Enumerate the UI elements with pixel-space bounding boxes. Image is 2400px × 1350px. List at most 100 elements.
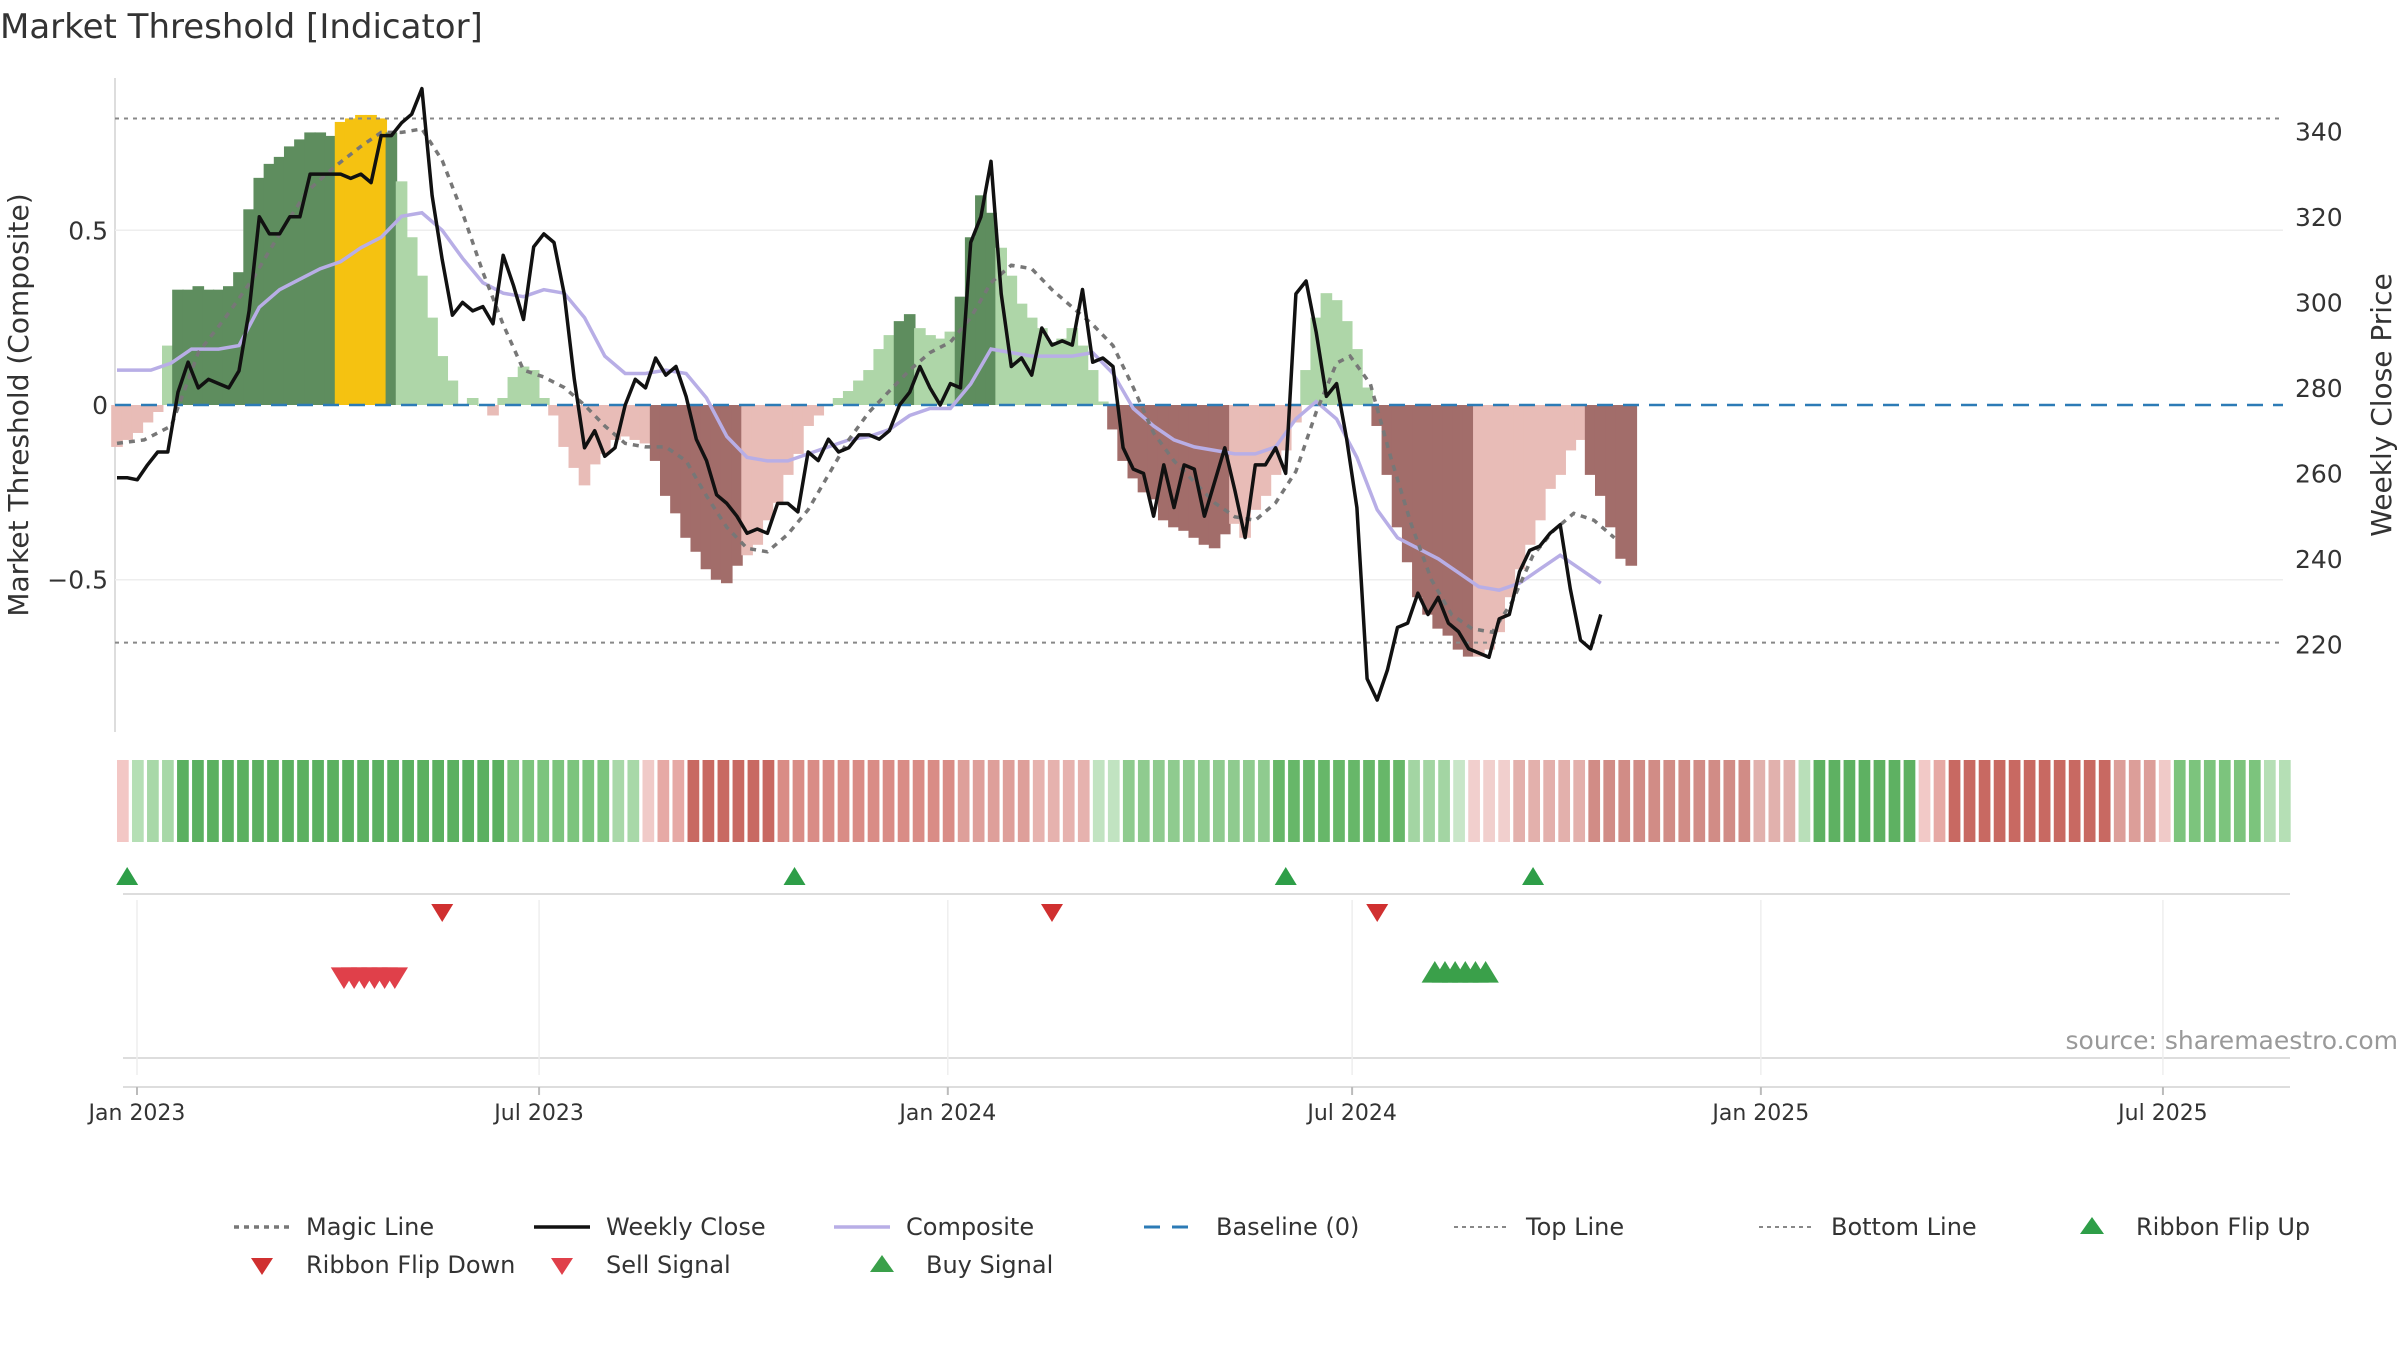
ribbon-segment-91 — [1483, 760, 1495, 842]
left-tick-label-2: −0.5 — [47, 566, 108, 595]
ribbon-segment-10 — [267, 760, 279, 842]
composite-bar-60 — [720, 405, 733, 584]
ribbon-segment-130 — [2068, 760, 2081, 842]
legend-label: Top Line — [1526, 1213, 1625, 1241]
composite-bar-2 — [131, 405, 144, 433]
ribbon-segment-98 — [1588, 760, 1601, 842]
ribbon-segment-144 — [2278, 760, 2291, 842]
composite-bar-24 — [355, 114, 367, 406]
composite-bar-51 — [629, 405, 642, 440]
ribbon-segment-100 — [1618, 760, 1631, 842]
composite-bar-116 — [1290, 405, 1302, 423]
ribbon-segment-112 — [1798, 760, 1811, 842]
ribbon-segment-41 — [732, 760, 745, 842]
ribbon-segment-90 — [1468, 760, 1480, 842]
ribbon-segment-83 — [1363, 760, 1375, 842]
x-tick-label-2: Jan 2024 — [897, 1101, 996, 1126]
ribbon-flip-down-marker-2 — [1366, 904, 1389, 922]
ribbon-segment-27 — [522, 760, 535, 842]
composite-bar-95 — [1076, 345, 1089, 405]
ribbon-segment-116 — [1858, 760, 1871, 842]
composite-bar-138 — [1513, 405, 1526, 570]
composite-bar-119 — [1320, 293, 1333, 405]
ribbon-segment-75 — [1243, 760, 1255, 842]
ribbon-segment-122 — [1948, 760, 1961, 842]
composite-bar-80 — [924, 335, 936, 405]
ribbon-segment-119 — [1903, 760, 1916, 842]
composite-bar-1 — [121, 405, 133, 440]
composite-bar-84 — [964, 237, 977, 405]
legend-item-baseline-0: Baseline (0) — [1140, 1208, 1359, 1246]
composite-bar-50 — [619, 405, 631, 437]
composite-bar-3 — [141, 405, 154, 423]
ribbon-segment-12 — [297, 760, 309, 842]
ribbon-segment-60 — [1017, 760, 1030, 842]
ribbon-segment-127 — [2023, 760, 2036, 842]
composite-bar-93 — [1056, 338, 1068, 405]
composite-bar-91 — [1036, 328, 1048, 405]
composite-bar-104 — [1168, 405, 1180, 528]
ribbon-segment-107 — [1723, 760, 1736, 842]
composite-bar-41 — [527, 370, 540, 405]
composite-bar-100 — [1127, 405, 1140, 479]
composite-bar-26 — [375, 118, 388, 405]
legend-item-buy-signal: Buy Signal — [850, 1246, 1053, 1284]
left-tick-label-0: 0.5 — [68, 216, 108, 245]
composite-bar-29 — [405, 237, 418, 405]
composite-bar-23 — [344, 118, 357, 405]
composite-bar-82 — [944, 331, 957, 405]
composite-bar-121 — [1340, 321, 1353, 405]
ribbon-segment-73 — [1213, 760, 1225, 842]
ribbon-segment-11 — [282, 760, 294, 842]
ribbon-segment-133 — [2113, 760, 2126, 842]
ribbon-segment-102 — [1648, 760, 1661, 842]
ribbon-segment-22 — [447, 760, 460, 842]
composite-bar-97 — [1097, 401, 1109, 405]
ribbon-segment-32 — [597, 760, 610, 842]
buy-signal-marker-5 — [1472, 961, 1499, 983]
ribbon-segment-14 — [327, 760, 339, 842]
composite-bar-135 — [1483, 405, 1495, 650]
composite-bar-12 — [233, 272, 245, 405]
composite-bar-53 — [649, 405, 662, 461]
composite-bar-67 — [792, 405, 804, 454]
ribbon-segment-142 — [2248, 760, 2261, 842]
composite-bar-32 — [436, 356, 449, 405]
ribbon-segment-56 — [957, 760, 970, 842]
ribbon-segment-139 — [2203, 760, 2216, 842]
legend-label: Buy Signal — [926, 1251, 1054, 1279]
composite-bar-99 — [1117, 405, 1129, 461]
composite-bar-71 — [832, 398, 845, 405]
x-tick-label-4: Jan 2025 — [1710, 1101, 1809, 1126]
ribbon-segment-47 — [822, 760, 835, 842]
x-tick-label-1: Jul 2023 — [492, 1101, 584, 1126]
composite-bar-86 — [985, 212, 997, 405]
ribbon-segment-1 — [132, 760, 144, 842]
ribbon-segment-85 — [1393, 760, 1405, 842]
left-tick-label-1: 0 — [92, 391, 108, 420]
legend-item-magic-line: Magic Line — [230, 1208, 434, 1246]
ribbon-segment-129 — [2053, 760, 2066, 842]
composite-bar-134 — [1473, 405, 1485, 657]
legend-swatch — [834, 1225, 890, 1229]
ribbon-flip-up-marker-1 — [783, 867, 806, 885]
ribbon-segment-23 — [462, 760, 475, 842]
composite-bar-49 — [609, 405, 621, 440]
ribbon-segment-2 — [147, 760, 159, 842]
right-axis-label: Weekly Close Price — [2365, 273, 2398, 536]
ribbon-segment-97 — [1573, 760, 1586, 842]
ribbon-segment-111 — [1783, 760, 1796, 842]
composite-bar-140 — [1534, 405, 1546, 521]
ribbon-segment-96 — [1558, 760, 1571, 842]
ribbon-segment-33 — [612, 760, 625, 842]
ribbon-segment-115 — [1843, 760, 1856, 842]
ribbon-segment-67 — [1122, 760, 1135, 842]
composite-bar-65 — [771, 405, 784, 503]
ribbon-segment-138 — [2188, 760, 2201, 842]
ribbon-segment-70 — [1167, 760, 1180, 842]
ribbon-segment-140 — [2218, 760, 2231, 842]
composite-bar-16 — [273, 156, 286, 405]
composite-bar-77 — [893, 321, 906, 405]
composite-bar-123 — [1361, 387, 1373, 405]
